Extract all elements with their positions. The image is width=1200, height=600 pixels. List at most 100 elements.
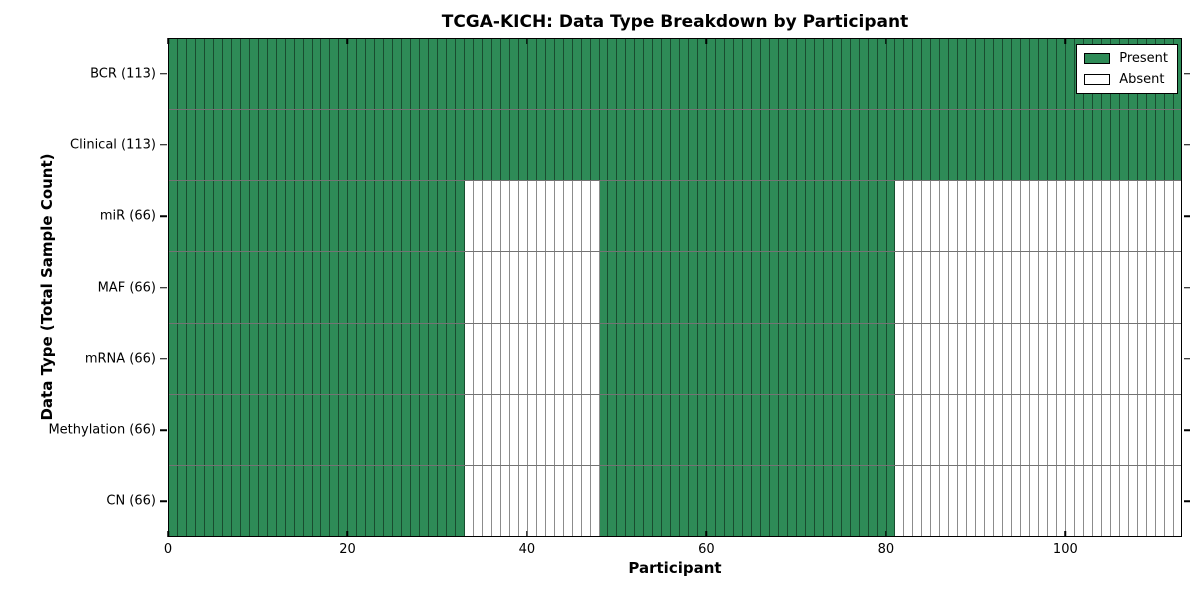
heatmap-cell [949, 323, 959, 394]
heatmap-cell [186, 39, 196, 110]
heatmap-cell [464, 465, 474, 536]
heatmap-cell [169, 323, 178, 394]
heatmap-cell [778, 110, 788, 181]
heatmap-cell [626, 39, 636, 110]
heatmap-cell [617, 181, 627, 252]
heatmap-cell [976, 394, 986, 465]
heatmap-cell [545, 323, 555, 394]
heatmap-cell [1083, 252, 1093, 323]
heatmap-cell [222, 252, 232, 323]
heatmap-cell [760, 39, 770, 110]
heatmap-cell [447, 465, 456, 536]
heatmap-cell [1056, 465, 1066, 536]
heatmap-cell [1047, 39, 1057, 110]
heatmap-cell [240, 252, 250, 323]
heatmap-cell [186, 323, 196, 394]
heatmap-cell [312, 394, 322, 465]
legend-entry-absent: Absent [1084, 72, 1168, 87]
heatmap-cell [330, 252, 340, 323]
heatmap-cell [769, 465, 779, 536]
heatmap-cell [1119, 323, 1129, 394]
y-tick-mark [160, 429, 167, 431]
x-tick-label: 0 [163, 542, 173, 557]
heatmap-cell [832, 110, 842, 181]
heatmap-cell [751, 110, 761, 181]
heatmap-cell [725, 181, 735, 252]
heatmap-cell [213, 323, 223, 394]
heatmap-cell [482, 394, 492, 465]
heatmap-cell [635, 465, 645, 536]
heatmap-plot-area [168, 38, 1182, 537]
heatmap-cell [303, 39, 313, 110]
heatmap-cell [1155, 110, 1165, 181]
heatmap-cell [653, 465, 663, 536]
heatmap-cell [868, 394, 878, 465]
heatmap-cell [734, 394, 743, 465]
heatmap-cell [339, 465, 349, 536]
heatmap-cell [850, 465, 860, 536]
heatmap-cell [1003, 110, 1013, 181]
heatmap-cell [258, 465, 268, 536]
heatmap-cell [249, 39, 259, 110]
heatmap-cell [366, 181, 376, 252]
heatmap-cell [976, 465, 986, 536]
heatmap-cell [796, 252, 806, 323]
heatmap-cell [303, 323, 313, 394]
heatmap-cell [420, 323, 430, 394]
heatmap-cell [994, 181, 1004, 252]
heatmap-cell [1173, 110, 1182, 181]
y-tick-mark [160, 358, 167, 360]
heatmap-cell [186, 394, 196, 465]
heatmap-cell [339, 252, 349, 323]
heatmap-cell [796, 39, 806, 110]
heatmap-cell [267, 394, 277, 465]
heatmap-cell [240, 39, 250, 110]
heatmap-cell [1065, 394, 1075, 465]
heatmap-cell [787, 252, 797, 323]
heatmap-cell [725, 394, 735, 465]
heatmap-cell [653, 39, 663, 110]
heatmap-cell [814, 181, 824, 252]
heatmap-cell [1146, 252, 1156, 323]
heatmap-cell [339, 39, 349, 110]
heatmap-cell [626, 110, 636, 181]
heatmap-cell [877, 323, 887, 394]
heatmap-cell [823, 110, 833, 181]
heatmap-cell [321, 110, 331, 181]
heatmap-cell [473, 110, 483, 181]
y-tick-mark [1183, 215, 1190, 217]
heatmap-cell [913, 252, 923, 323]
heatmap-cell [258, 181, 268, 252]
heatmap-cell [617, 39, 627, 110]
heatmap-cell [402, 465, 412, 536]
heatmap-cell [841, 394, 851, 465]
heatmap-cell [1164, 323, 1174, 394]
heatmap-cell [671, 465, 681, 536]
heatmap-cell [518, 110, 528, 181]
heatmap-cell [1038, 394, 1048, 465]
heatmap-cell [231, 465, 241, 536]
heatmap-cell [653, 110, 663, 181]
heatmap-cell [456, 110, 465, 181]
heatmap-cell [321, 181, 331, 252]
heatmap-cell [805, 394, 815, 465]
heatmap-cell [985, 39, 995, 110]
heatmap-cell [527, 181, 537, 252]
heatmap-cell [886, 252, 896, 323]
heatmap-cell [1074, 323, 1084, 394]
heatmap-cell [285, 252, 295, 323]
heatmap-cell [518, 394, 528, 465]
heatmap-cell [321, 394, 331, 465]
heatmap-cell [644, 252, 654, 323]
heatmap-cell [169, 465, 178, 536]
heatmap-cell [438, 394, 448, 465]
heatmap-cell [913, 110, 923, 181]
heatmap-cell [258, 39, 268, 110]
heatmap-cell [456, 394, 465, 465]
heatmap-cell [608, 323, 618, 394]
heatmap-cell [787, 110, 797, 181]
heatmap-cell [186, 252, 196, 323]
heatmap-cell [832, 39, 842, 110]
heatmap-cell [447, 394, 456, 465]
heatmap-cell [231, 181, 241, 252]
